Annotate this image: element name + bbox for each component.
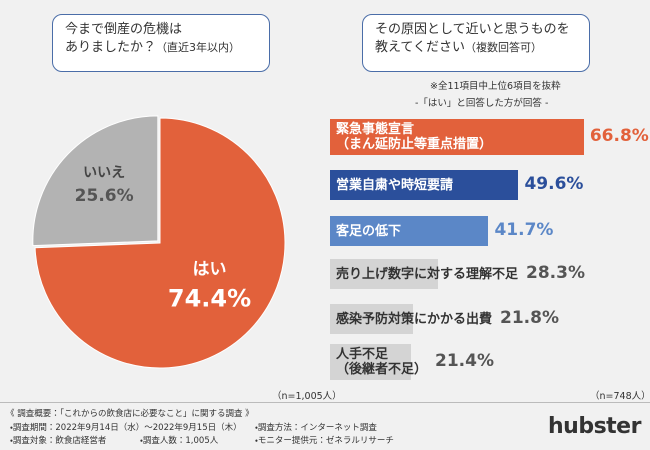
slice-value-label: 74.4% <box>168 285 251 313</box>
bar <box>330 216 489 246</box>
footer-item: ・調査方法：インターネット調査 <box>255 423 377 433</box>
pie-question: 今まで倒産の危機は ありましたか？（直近3年以内） <box>52 14 270 72</box>
footer-heading: 《 調査概要：「これからの飲食店に必要なこと」に関する調査 》 <box>6 409 254 419</box>
pie-title: 今まで倒産の危機は ありましたか？ <box>65 22 183 55</box>
bar-category: 営業自粛や時短要請 <box>336 177 454 193</box>
pie-slice <box>34 117 286 369</box>
bar-value-label: 21.4% <box>435 351 494 371</box>
bar <box>330 304 413 334</box>
slice-category: はい <box>193 260 227 280</box>
footer-item: ・調査期間：2022年9月14日（水）～2022年9月15日（木） <box>10 423 242 433</box>
bar-subtitle: ※全11項目中上位6項目を抜粋 <box>430 81 561 92</box>
footer-item: ・調査対象：飲食店経営者 <box>10 436 107 446</box>
bar <box>330 344 412 380</box>
bar-title: その原因として近いと思うものを 教えてください <box>375 22 570 55</box>
bar-value-label: 21.8% <box>500 308 559 328</box>
footer-item: ・調査人数：1,005人 <box>140 436 219 446</box>
bar <box>330 259 438 289</box>
pie-title-note: （直近3年以内） <box>156 41 241 54</box>
bar-category: 緊急事態宣言 （まん延防止等重点措置） <box>336 122 493 152</box>
divider <box>0 402 650 403</box>
pie-note: （n=1,005人） <box>272 391 342 402</box>
pie-slice <box>32 115 159 247</box>
bar-value-label: 66.8% <box>589 126 649 146</box>
slice-value-label: 25.6% <box>75 186 134 206</box>
bar-title-note: （複数回答可） <box>464 41 542 54</box>
bar <box>330 170 519 200</box>
logo: hubster <box>548 414 641 439</box>
bar-category: 売り上げ数字に対する理解不足 <box>336 266 519 282</box>
bar-category: 客足の低下 <box>336 223 402 239</box>
bar-category: 人手不足 （後継者不足） <box>336 347 428 377</box>
bar-subtitle2: -「はい」と回答した方が回答 - <box>415 98 549 109</box>
bar-note: （n=748人） <box>590 391 650 402</box>
bar-category: 感染予防対策にかかる出費 <box>336 311 493 327</box>
footer-item: ・モニター提供元：ゼネラルリサーチ <box>255 436 394 446</box>
bar-question: その原因として近いと思うものを 教えてください（複数回答可） <box>362 14 590 72</box>
bar-value-label: 28.3% <box>526 263 585 283</box>
slice-category: いいえ <box>83 165 125 181</box>
bar <box>330 119 584 155</box>
bar-value-label: 41.7% <box>494 220 554 240</box>
bar-value-label: 49.6% <box>524 174 584 194</box>
